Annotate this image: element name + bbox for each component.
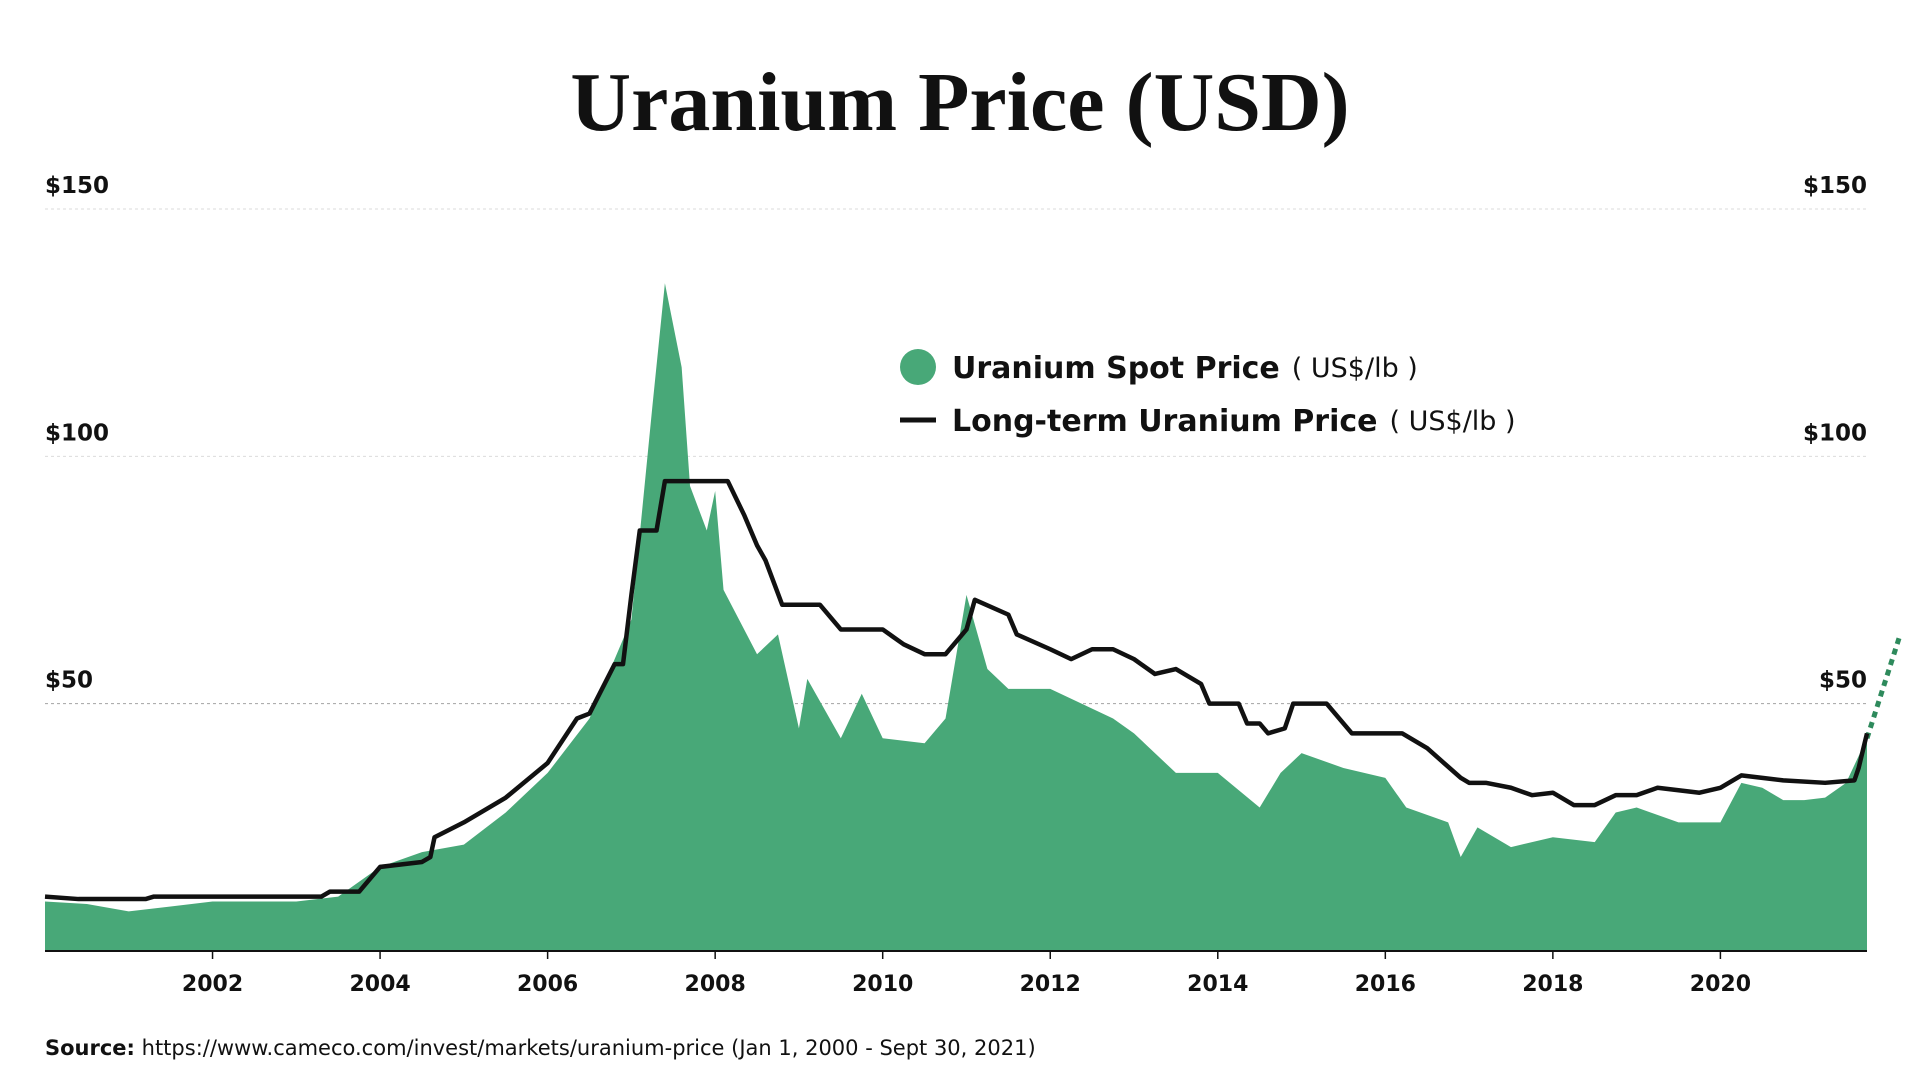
- spot-area: [45, 283, 1867, 951]
- x-tick-label: 2008: [685, 972, 746, 997]
- legend-label: Long-term Uranium Price: [952, 404, 1378, 439]
- long-term-line: [44, 478, 1870, 902]
- grid: [45, 208, 1867, 705]
- x-tick-label: 2002: [182, 972, 243, 997]
- legend-unit: ( US$/lb ): [1390, 406, 1516, 437]
- legend-unit: ( US$/lb ): [1292, 353, 1418, 384]
- trend-extension: [1864, 637, 1902, 740]
- x-tick-label: 2010: [852, 972, 913, 997]
- legend-swatch: [900, 349, 936, 385]
- source: Source: https://www.cameco.com/invest/ma…: [45, 1036, 1036, 1060]
- legend-label: Uranium Spot Price: [952, 351, 1280, 386]
- x-tick-label: 2020: [1690, 972, 1751, 997]
- y-tick-label-right: $150: [1803, 173, 1867, 199]
- y-tick-label: $150: [45, 173, 109, 199]
- x-tick-label: 2014: [1187, 972, 1248, 997]
- y-tick-label: $50: [45, 668, 93, 694]
- source-label: Source:: [45, 1036, 135, 1060]
- chart-title: Uranium Price (USD): [570, 56, 1349, 149]
- x-tick-label: 2004: [349, 972, 410, 997]
- x-tick-label: 2006: [517, 972, 578, 997]
- x-tick-label: 2016: [1355, 972, 1416, 997]
- y-tick-label: $100: [45, 420, 109, 446]
- y-tick-label-right: $100: [1803, 420, 1867, 446]
- x-tick-label: 2018: [1522, 972, 1583, 997]
- x-tick-label: 2012: [1020, 972, 1081, 997]
- y-tick-label-right: $50: [1819, 668, 1867, 694]
- source-text: https://www.cameco.com/invest/markets/ur…: [142, 1036, 1036, 1060]
